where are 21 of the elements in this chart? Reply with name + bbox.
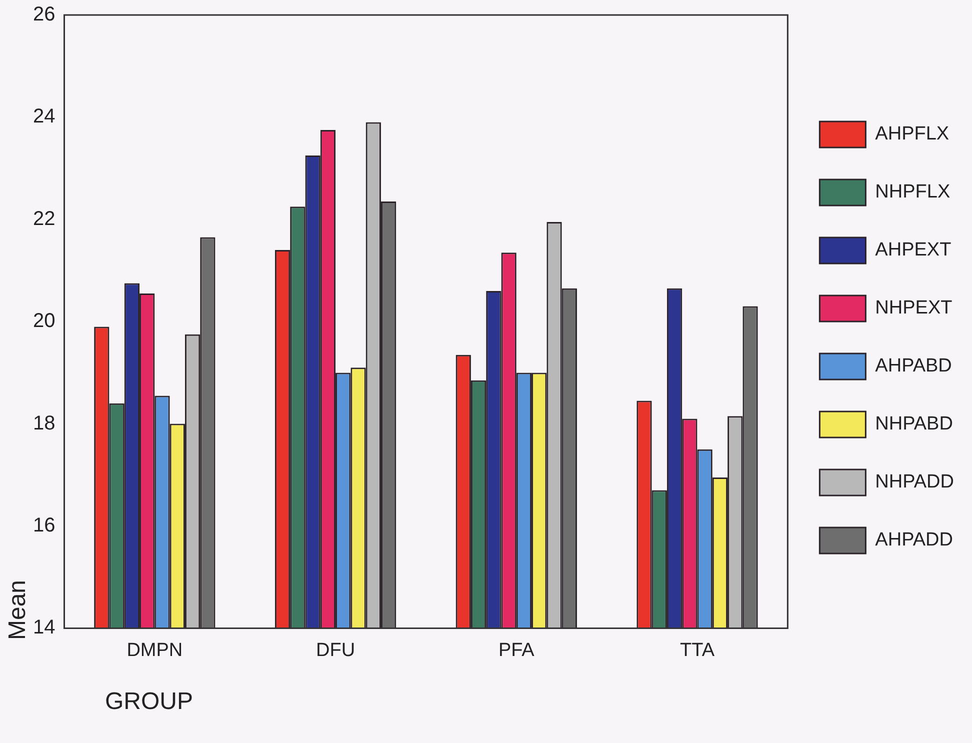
x-tick-label: DFU (316, 640, 356, 661)
legend-label: NHPADD (875, 472, 954, 493)
y-tick-label: 18 (32, 412, 56, 434)
y-axis-title: Mean (4, 580, 32, 640)
legend-label: NHPABD (875, 414, 953, 435)
y-tick-label: 14 (32, 616, 56, 639)
y-tick-label: 26 (32, 4, 56, 26)
legend-label: NHPFLX (875, 182, 950, 203)
y-tick-label: 16 (32, 514, 56, 537)
x-tick-label: DMPN (126, 640, 183, 661)
x-axis-title: GROUP (105, 688, 194, 716)
legend-label: AHPEXT (875, 240, 952, 261)
y-tick-label: 20 (32, 310, 56, 332)
legend-label: AHPABD (875, 356, 952, 377)
y-tick-label: 22 (32, 208, 56, 230)
x-tick-label: TTA (680, 640, 715, 661)
legend-label: AHPADD (875, 530, 953, 551)
y-tick-label: 24 (32, 106, 56, 128)
legend-label: AHPFLX (875, 124, 950, 145)
x-tick-label: PFA (498, 640, 535, 661)
legend-label: NHPEXT (875, 298, 953, 319)
